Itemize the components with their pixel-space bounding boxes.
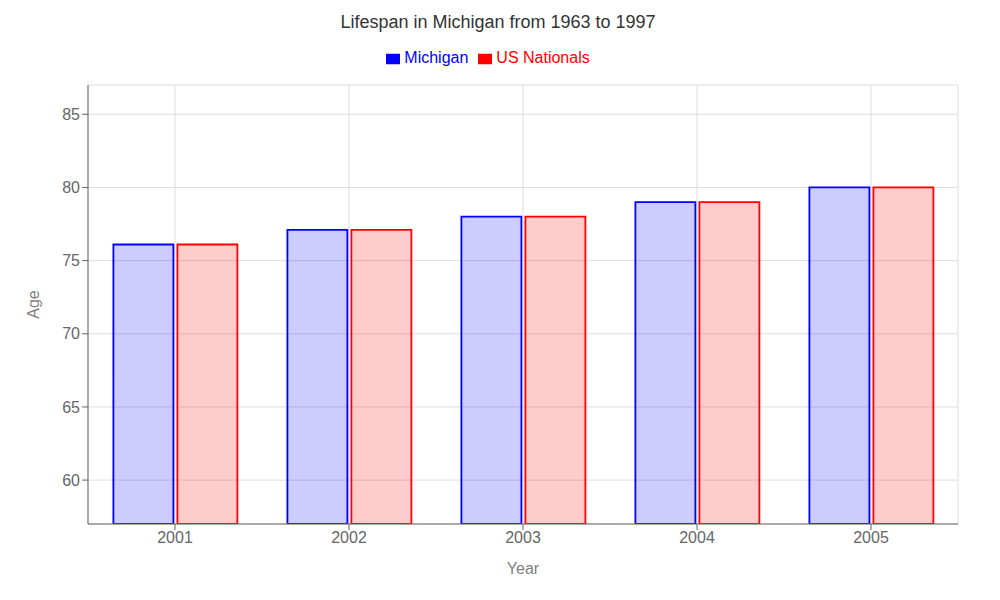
- svg-text:85: 85: [62, 106, 80, 123]
- svg-text:2001: 2001: [157, 529, 193, 546]
- svg-text:Age: Age: [25, 290, 42, 319]
- html-text:Lifespan in Michigan from 1963: Lifespan in Michigan from 1963 to 1997: [340, 12, 656, 32]
- svg-text:2004: 2004: [679, 529, 715, 546]
- html-text:US Nationals: US Nationals: [496, 49, 590, 66]
- svg-text:70: 70: [62, 325, 80, 342]
- svg-text:2003: 2003: [505, 529, 541, 546]
- svg-text:Year: Year: [507, 560, 540, 577]
- svg-text:2005: 2005: [853, 529, 889, 546]
- svg-text:80: 80: [62, 179, 80, 196]
- html-text:Michigan: Michigan: [404, 49, 469, 66]
- svg-text:65: 65: [62, 399, 80, 416]
- svg-text:75: 75: [62, 252, 80, 269]
- svg-text:60: 60: [62, 472, 80, 489]
- svg-text:2002: 2002: [331, 529, 367, 546]
